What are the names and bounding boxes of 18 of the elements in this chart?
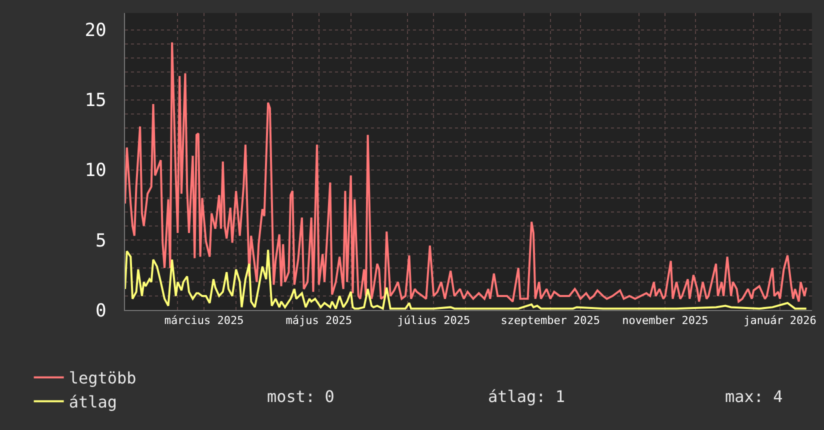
y-tick-label: 5 [96,230,106,252]
x-tick-label: szeptember 2025 [500,314,600,328]
y-tick-label: 15 [84,90,106,112]
line-series [125,248,808,310]
x-tick-label: március 2025 [164,314,244,328]
text: most: 0 [267,387,334,406]
line-series [125,41,808,303]
legend-label: legtöbb [68,368,136,388]
x-tick-label: január 2026 [744,314,816,328]
y-tick-label: 20 [84,20,106,42]
text: átlag: 1 [488,387,566,406]
x-tick-label: november 2025 [622,314,708,328]
x-tick-label: július 2025 [397,314,470,328]
legend-label: átlag [68,392,117,412]
x-tick-label: május 2025 [286,314,352,328]
y-tick-label: 0 [96,300,106,322]
text: max: 4 [725,387,783,406]
y-tick-label: 10 [84,160,106,182]
